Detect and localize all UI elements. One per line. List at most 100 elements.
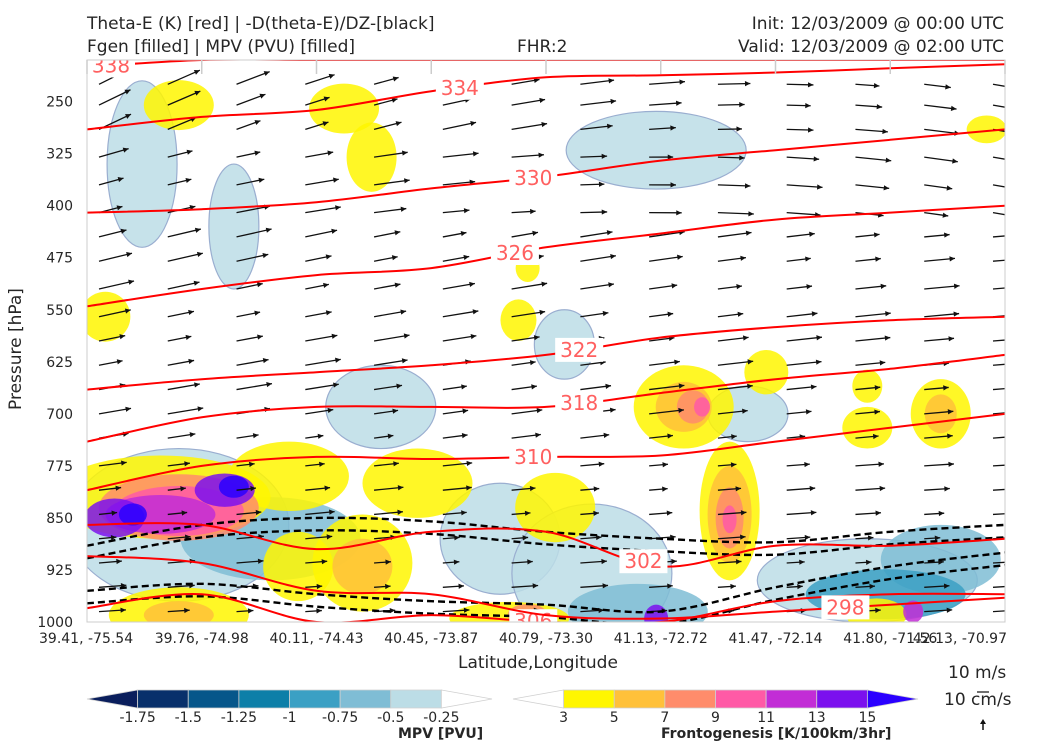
wind-vector-9: [717, 82, 751, 85]
wind-vector-head-111: [1023, 256, 1029, 261]
wind-vector-head-132: [539, 309, 546, 316]
wind-vector-head-88: [394, 230, 401, 236]
wind-vector-head-223: [1013, 462, 1019, 467]
wind-vector-head-9: [744, 81, 751, 87]
fgen-colorbar-tick-4: 11: [757, 710, 775, 726]
wind-vector-head-228: [397, 485, 404, 491]
wind-vector-head-291: [869, 583, 875, 590]
wind-vector-head-54: [952, 158, 958, 164]
filled-region-53: [903, 600, 924, 622]
wind-vector-head-103: [463, 254, 470, 261]
wind-vector-86: [236, 228, 272, 238]
wind-vector-112: [98, 280, 135, 290]
fgen-colorbar-label: Frontogenesis [K/100km/3hr]: [661, 726, 892, 742]
wind-vector-head-276: [799, 559, 805, 565]
wind-vector-head-133: [602, 310, 609, 317]
wind-vector-head-73: [335, 205, 341, 211]
wind-vector-head-139: [1017, 312, 1023, 317]
wind-vector-head-290: [797, 584, 803, 590]
wind-vector-head-285: [458, 583, 465, 589]
stability-contour-inner-1: [87, 563, 1005, 622]
filled-region-17: [87, 291, 131, 342]
wind-vector-head-105: [610, 254, 616, 260]
mpv-colorbar-tick-5: -0.5: [377, 710, 404, 726]
wind-vector-15: [167, 90, 201, 106]
wind-vector-head-51: [739, 155, 745, 161]
wind-vector-97: [992, 235, 1005, 238]
wind-vector-head-107: [740, 255, 746, 261]
wind-vector-head-174: [531, 384, 537, 390]
wind-vector-head-270: [385, 559, 391, 565]
wind-vector-head-145: [470, 334, 477, 340]
wind-vector-head-292: [943, 583, 950, 589]
wind-vector-head-78: [676, 210, 682, 216]
filled-region-1: [208, 163, 260, 290]
filled-region-29: [852, 369, 883, 403]
theta-e-contour-302: [87, 522, 1005, 568]
fgen-colorbar-swatch-3: [664, 689, 716, 709]
wind-vector-head-44: [254, 150, 261, 156]
y-tick-850: 850: [46, 511, 73, 527]
wind-vector-head-190: [678, 407, 684, 414]
y-tick-550: 550: [46, 303, 73, 319]
wind-vector-head-102: [391, 255, 398, 261]
wind-vector-head-46: [401, 150, 408, 156]
wind-vector-head-98: [126, 251, 133, 258]
wind-vector-head-131: [472, 309, 479, 315]
wind-vector-head-299: [463, 607, 470, 613]
wind-vector-35: [580, 125, 613, 131]
wind-vector-head-67: [883, 185, 890, 191]
wind-vector-head-79: [748, 211, 754, 217]
stability-contour-0: [87, 516, 1005, 547]
mpv-colorbar-label: MPV [PVU]: [398, 726, 484, 742]
mpv-colorbar-tick-4: -0.75: [322, 710, 358, 726]
wind-vector-111: [992, 259, 1005, 262]
wind-vector-head-115: [323, 282, 329, 288]
wind-vector-106: [649, 255, 683, 262]
wind-vector-169: [167, 383, 200, 391]
theta-e-label-bg-334: [435, 75, 484, 100]
wind-vector-head-43: [186, 149, 193, 155]
x-tick-2: 40.11, -74.43: [269, 631, 363, 647]
mpv-colorbar-tick-3: -1: [283, 710, 297, 726]
wind-vector-head-2: [263, 71, 270, 76]
wind-vector-head-140: [119, 334, 126, 340]
mpv-colorbar-tick-1: -1.5: [175, 710, 202, 726]
wind-vector-39: [855, 128, 888, 133]
wind-vector-head-286: [532, 583, 539, 589]
stability-contours: [87, 516, 1005, 622]
wind-vector-head-307: [1013, 608, 1019, 613]
wind-vector-22: [649, 102, 682, 106]
wind-vector-head-275: [735, 559, 742, 565]
wind-vector-7: [580, 79, 615, 85]
wind-vector-head-22: [675, 100, 682, 106]
wind-vector-293: [992, 585, 1005, 588]
wind-vector-head-165: [879, 360, 886, 366]
wind-vector-head-32: [395, 121, 402, 127]
wind-vector-head-68: [946, 185, 953, 191]
wind-vector-67: [855, 184, 890, 190]
wind-vector-head-277: [865, 559, 872, 565]
wind-vector-head-250: [938, 510, 945, 517]
wind-vector-head-55: [1015, 158, 1021, 163]
wind-vector-head-180: [943, 385, 949, 391]
y-tick-400: 400: [46, 199, 73, 215]
wind-vector-138: [924, 312, 960, 318]
filled-region-44: [722, 505, 737, 534]
wind-vector-head-41: [1021, 132, 1027, 137]
theta-e-label-bg-310: [509, 445, 558, 470]
wind-vector-head-95: [873, 232, 880, 238]
wind-vector-99: [167, 252, 203, 262]
wind-vector-156: [236, 359, 269, 366]
wind-vector-head-21: [610, 98, 617, 105]
wind-vector-head-177: [747, 383, 753, 389]
theta-e-label-bg-338: [87, 60, 135, 78]
mpv-colorbar-tick-0: -1.75: [120, 710, 156, 726]
wind-vector-head-35: [606, 123, 613, 129]
mpv-colorbar-swatch-5: [339, 689, 392, 709]
wind-vector-head-221: [878, 461, 884, 467]
init-time: Init: 12/03/2009 @ 00:00 UTC: [751, 14, 1004, 34]
wind-vector-head-42: [122, 147, 129, 153]
wind-vector-head-213: [319, 461, 325, 467]
